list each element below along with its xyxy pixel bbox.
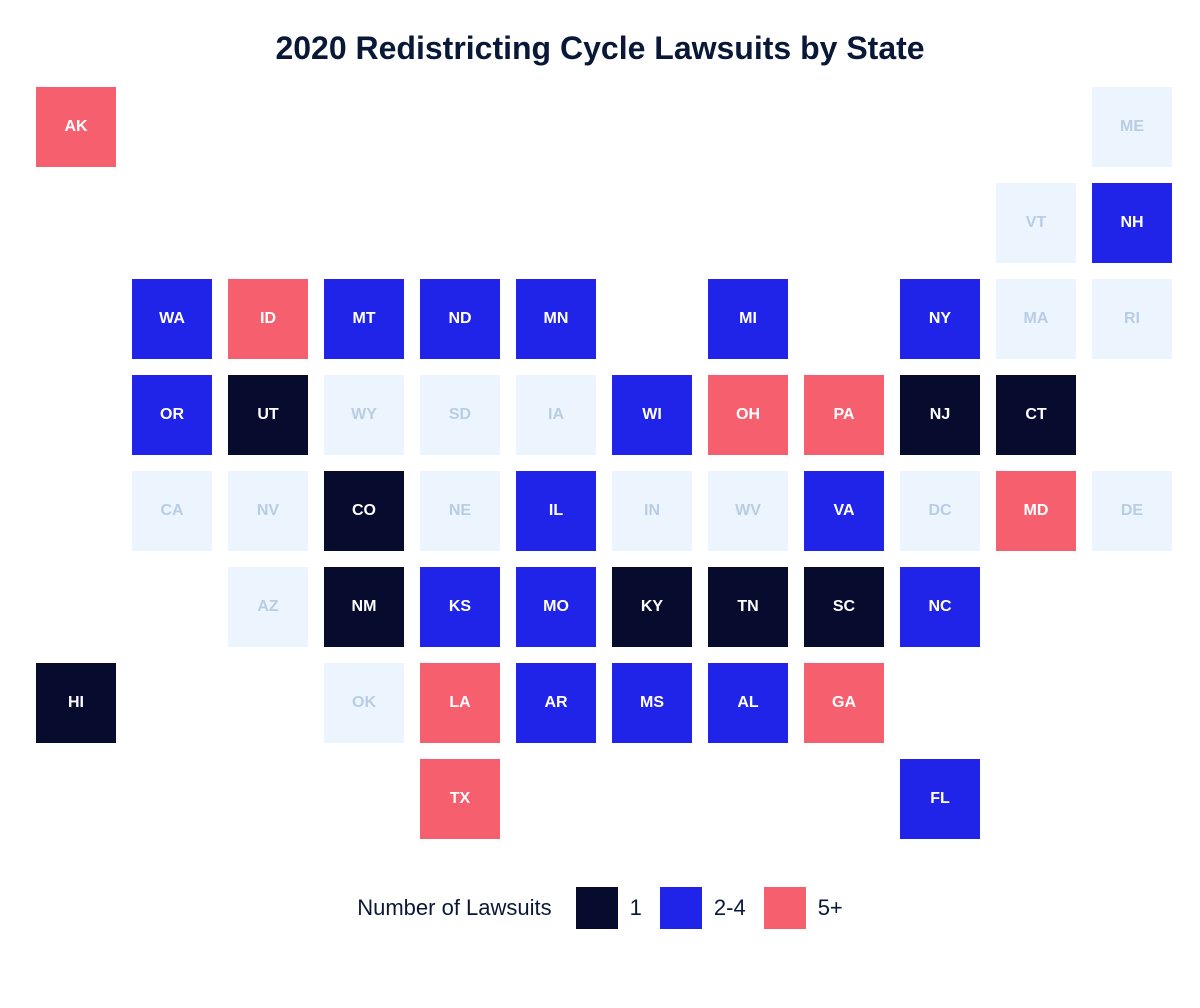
legend-label: 2-4 xyxy=(714,895,746,921)
state-tile-ia[interactable]: IA xyxy=(516,375,596,455)
tile-map: AK MEVTNH WAIDMTNDMN MI NYMARI ORUTWYSDIAWIOH… xyxy=(20,87,1180,867)
legend-item: 2-4 xyxy=(660,887,746,929)
state-tile-id[interactable]: ID xyxy=(228,279,308,359)
state-tile-nv[interactable]: NV xyxy=(228,471,308,551)
legend-item: 1 xyxy=(576,887,642,929)
state-tile-il[interactable]: IL xyxy=(516,471,596,551)
state-tile-hi[interactable]: HI xyxy=(36,663,116,743)
state-tile-or[interactable]: OR xyxy=(132,375,212,455)
state-tile-va[interactable]: VA xyxy=(804,471,884,551)
state-tile-tx[interactable]: TX xyxy=(420,759,500,839)
state-tile-tn[interactable]: TN xyxy=(708,567,788,647)
state-tile-ca[interactable]: CA xyxy=(132,471,212,551)
legend-item: 5+ xyxy=(764,887,843,929)
legend-label: 5+ xyxy=(818,895,843,921)
state-tile-sd[interactable]: SD xyxy=(420,375,500,455)
state-tile-la[interactable]: LA xyxy=(420,663,500,743)
state-tile-co[interactable]: CO xyxy=(324,471,404,551)
state-tile-fl[interactable]: FL xyxy=(900,759,980,839)
state-tile-ny[interactable]: NY xyxy=(900,279,980,359)
state-tile-ct[interactable]: CT xyxy=(996,375,1076,455)
state-tile-nc[interactable]: NC xyxy=(900,567,980,647)
state-tile-ga[interactable]: GA xyxy=(804,663,884,743)
legend-title: Number of Lawsuits xyxy=(357,895,551,921)
state-tile-oh[interactable]: OH xyxy=(708,375,788,455)
state-tile-md[interactable]: MD xyxy=(996,471,1076,551)
state-tile-ms[interactable]: MS xyxy=(612,663,692,743)
state-tile-wv[interactable]: WV xyxy=(708,471,788,551)
state-tile-wa[interactable]: WA xyxy=(132,279,212,359)
state-tile-de[interactable]: DE xyxy=(1092,471,1172,551)
state-tile-ri[interactable]: RI xyxy=(1092,279,1172,359)
state-tile-nj[interactable]: NJ xyxy=(900,375,980,455)
legend-swatch xyxy=(576,887,618,929)
legend-swatch xyxy=(764,887,806,929)
state-tile-ok[interactable]: OK xyxy=(324,663,404,743)
state-tile-sc[interactable]: SC xyxy=(804,567,884,647)
state-tile-ks[interactable]: KS xyxy=(420,567,500,647)
state-tile-ky[interactable]: KY xyxy=(612,567,692,647)
state-tile-wy[interactable]: WY xyxy=(324,375,404,455)
state-tile-pa[interactable]: PA xyxy=(804,375,884,455)
state-tile-vt[interactable]: VT xyxy=(996,183,1076,263)
state-tile-me[interactable]: ME xyxy=(1092,87,1172,167)
legend-label: 1 xyxy=(630,895,642,921)
state-tile-ak[interactable]: AK xyxy=(36,87,116,167)
state-tile-in[interactable]: IN xyxy=(612,471,692,551)
state-tile-wi[interactable]: WI xyxy=(612,375,692,455)
state-tile-mn[interactable]: MN xyxy=(516,279,596,359)
state-tile-nd[interactable]: ND xyxy=(420,279,500,359)
state-tile-nm[interactable]: NM xyxy=(324,567,404,647)
state-tile-ar[interactable]: AR xyxy=(516,663,596,743)
state-tile-ut[interactable]: UT xyxy=(228,375,308,455)
state-tile-al[interactable]: AL xyxy=(708,663,788,743)
state-tile-ma[interactable]: MA xyxy=(996,279,1076,359)
state-tile-mt[interactable]: MT xyxy=(324,279,404,359)
state-tile-mi[interactable]: MI xyxy=(708,279,788,359)
legend-swatch xyxy=(660,887,702,929)
state-tile-dc[interactable]: DC xyxy=(900,471,980,551)
state-tile-az[interactable]: AZ xyxy=(228,567,308,647)
state-tile-nh[interactable]: NH xyxy=(1092,183,1172,263)
state-tile-mo[interactable]: MO xyxy=(516,567,596,647)
state-tile-ne[interactable]: NE xyxy=(420,471,500,551)
legend: Number of Lawsuits 1 2-4 5+ xyxy=(0,887,1200,929)
chart-title: 2020 Redistricting Cycle Lawsuits by Sta… xyxy=(0,0,1200,87)
